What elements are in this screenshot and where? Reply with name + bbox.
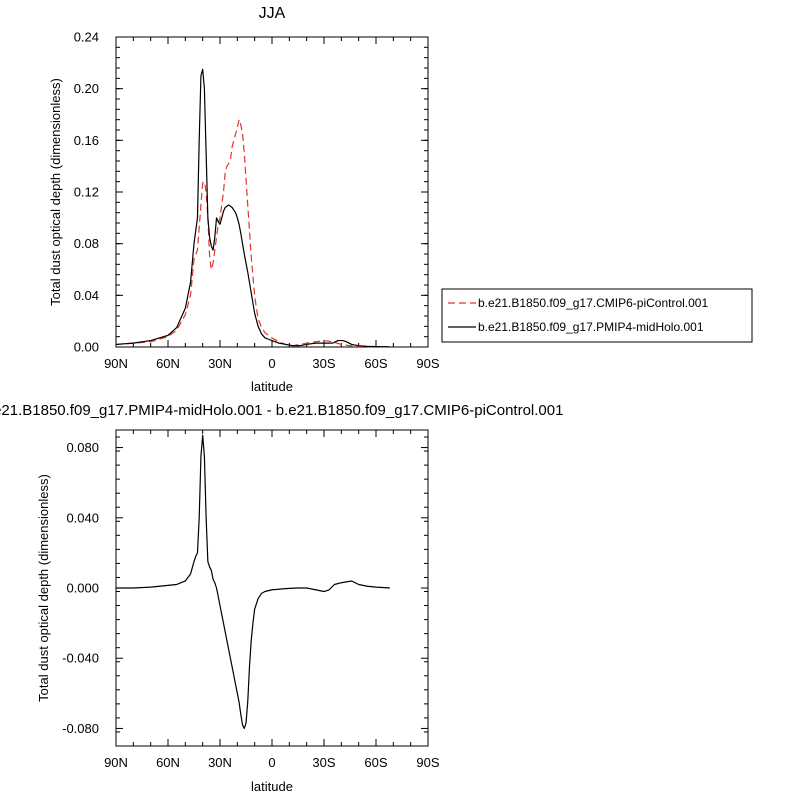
series-line-1 bbox=[115, 68, 390, 348]
y-tick-label: -0.080 bbox=[62, 721, 99, 736]
x-tick-label: 30N bbox=[208, 755, 232, 770]
y-tick-label: 0.00 bbox=[74, 340, 99, 355]
y-axis-label: Total dust optical depth (dimensionless) bbox=[48, 78, 63, 306]
x-tick-label: 30S bbox=[312, 356, 335, 371]
x-axis-label: latitude bbox=[251, 379, 293, 394]
x-tick-label: 0 bbox=[268, 755, 275, 770]
bottom-panel: b.e21.B1850.f09_g17.PMIP4-midHolo.001 - … bbox=[0, 402, 563, 794]
x-tick-label: 30S bbox=[312, 755, 335, 770]
x-tick-label: 60S bbox=[364, 755, 387, 770]
x-tick-label: 60N bbox=[156, 755, 180, 770]
x-tick-label: 90N bbox=[104, 755, 128, 770]
x-tick-label: 90S bbox=[416, 356, 439, 371]
series-line-0 bbox=[116, 434, 390, 730]
y-tick-label: 0.000 bbox=[66, 581, 99, 596]
chart-title: JJA bbox=[259, 5, 286, 22]
legend-entry: b.e21.B1850.f09_g17.PMIP4-midHolo.001 bbox=[478, 320, 704, 334]
x-tick-label: 60N bbox=[156, 356, 180, 371]
y-tick-label: -0.040 bbox=[62, 651, 99, 666]
plot-frame bbox=[115, 36, 429, 348]
x-tick-label: 90S bbox=[416, 755, 439, 770]
x-tick-label: 30N bbox=[208, 356, 232, 371]
y-tick-label: 0.04 bbox=[74, 288, 99, 303]
top-panel: JJA 90N 60N 30N 0 30S 60S 90S 0.00 0.04 0.08 0.12 0.… bbox=[48, 5, 753, 394]
y-tick-label: 0.040 bbox=[66, 510, 99, 525]
y-tick-label: 0.16 bbox=[74, 133, 99, 148]
y-tick-label: 0.12 bbox=[74, 185, 99, 200]
x-tick-label: 60S bbox=[364, 356, 387, 371]
x-tick-label: 0 bbox=[268, 356, 275, 371]
series-line-0 bbox=[115, 119, 390, 348]
legend-entry: b.e21.B1850.f09_g17.CMIP6-piControl.001 bbox=[478, 296, 708, 310]
y-tick-label: 0.24 bbox=[74, 30, 99, 45]
y-axis-label: Total dust optical depth (dimensionless) bbox=[36, 474, 51, 702]
y-tick-label: 0.20 bbox=[74, 81, 99, 96]
y-tick-label: 0.080 bbox=[66, 440, 99, 455]
chart-title: b.e21.B1850.f09_g17.PMIP4-midHolo.001 - … bbox=[0, 402, 563, 419]
x-tick-label: 90N bbox=[104, 356, 128, 371]
legend-box bbox=[441, 288, 753, 343]
x-axis-label: latitude bbox=[251, 779, 293, 794]
y-tick-label: 0.08 bbox=[74, 236, 99, 251]
